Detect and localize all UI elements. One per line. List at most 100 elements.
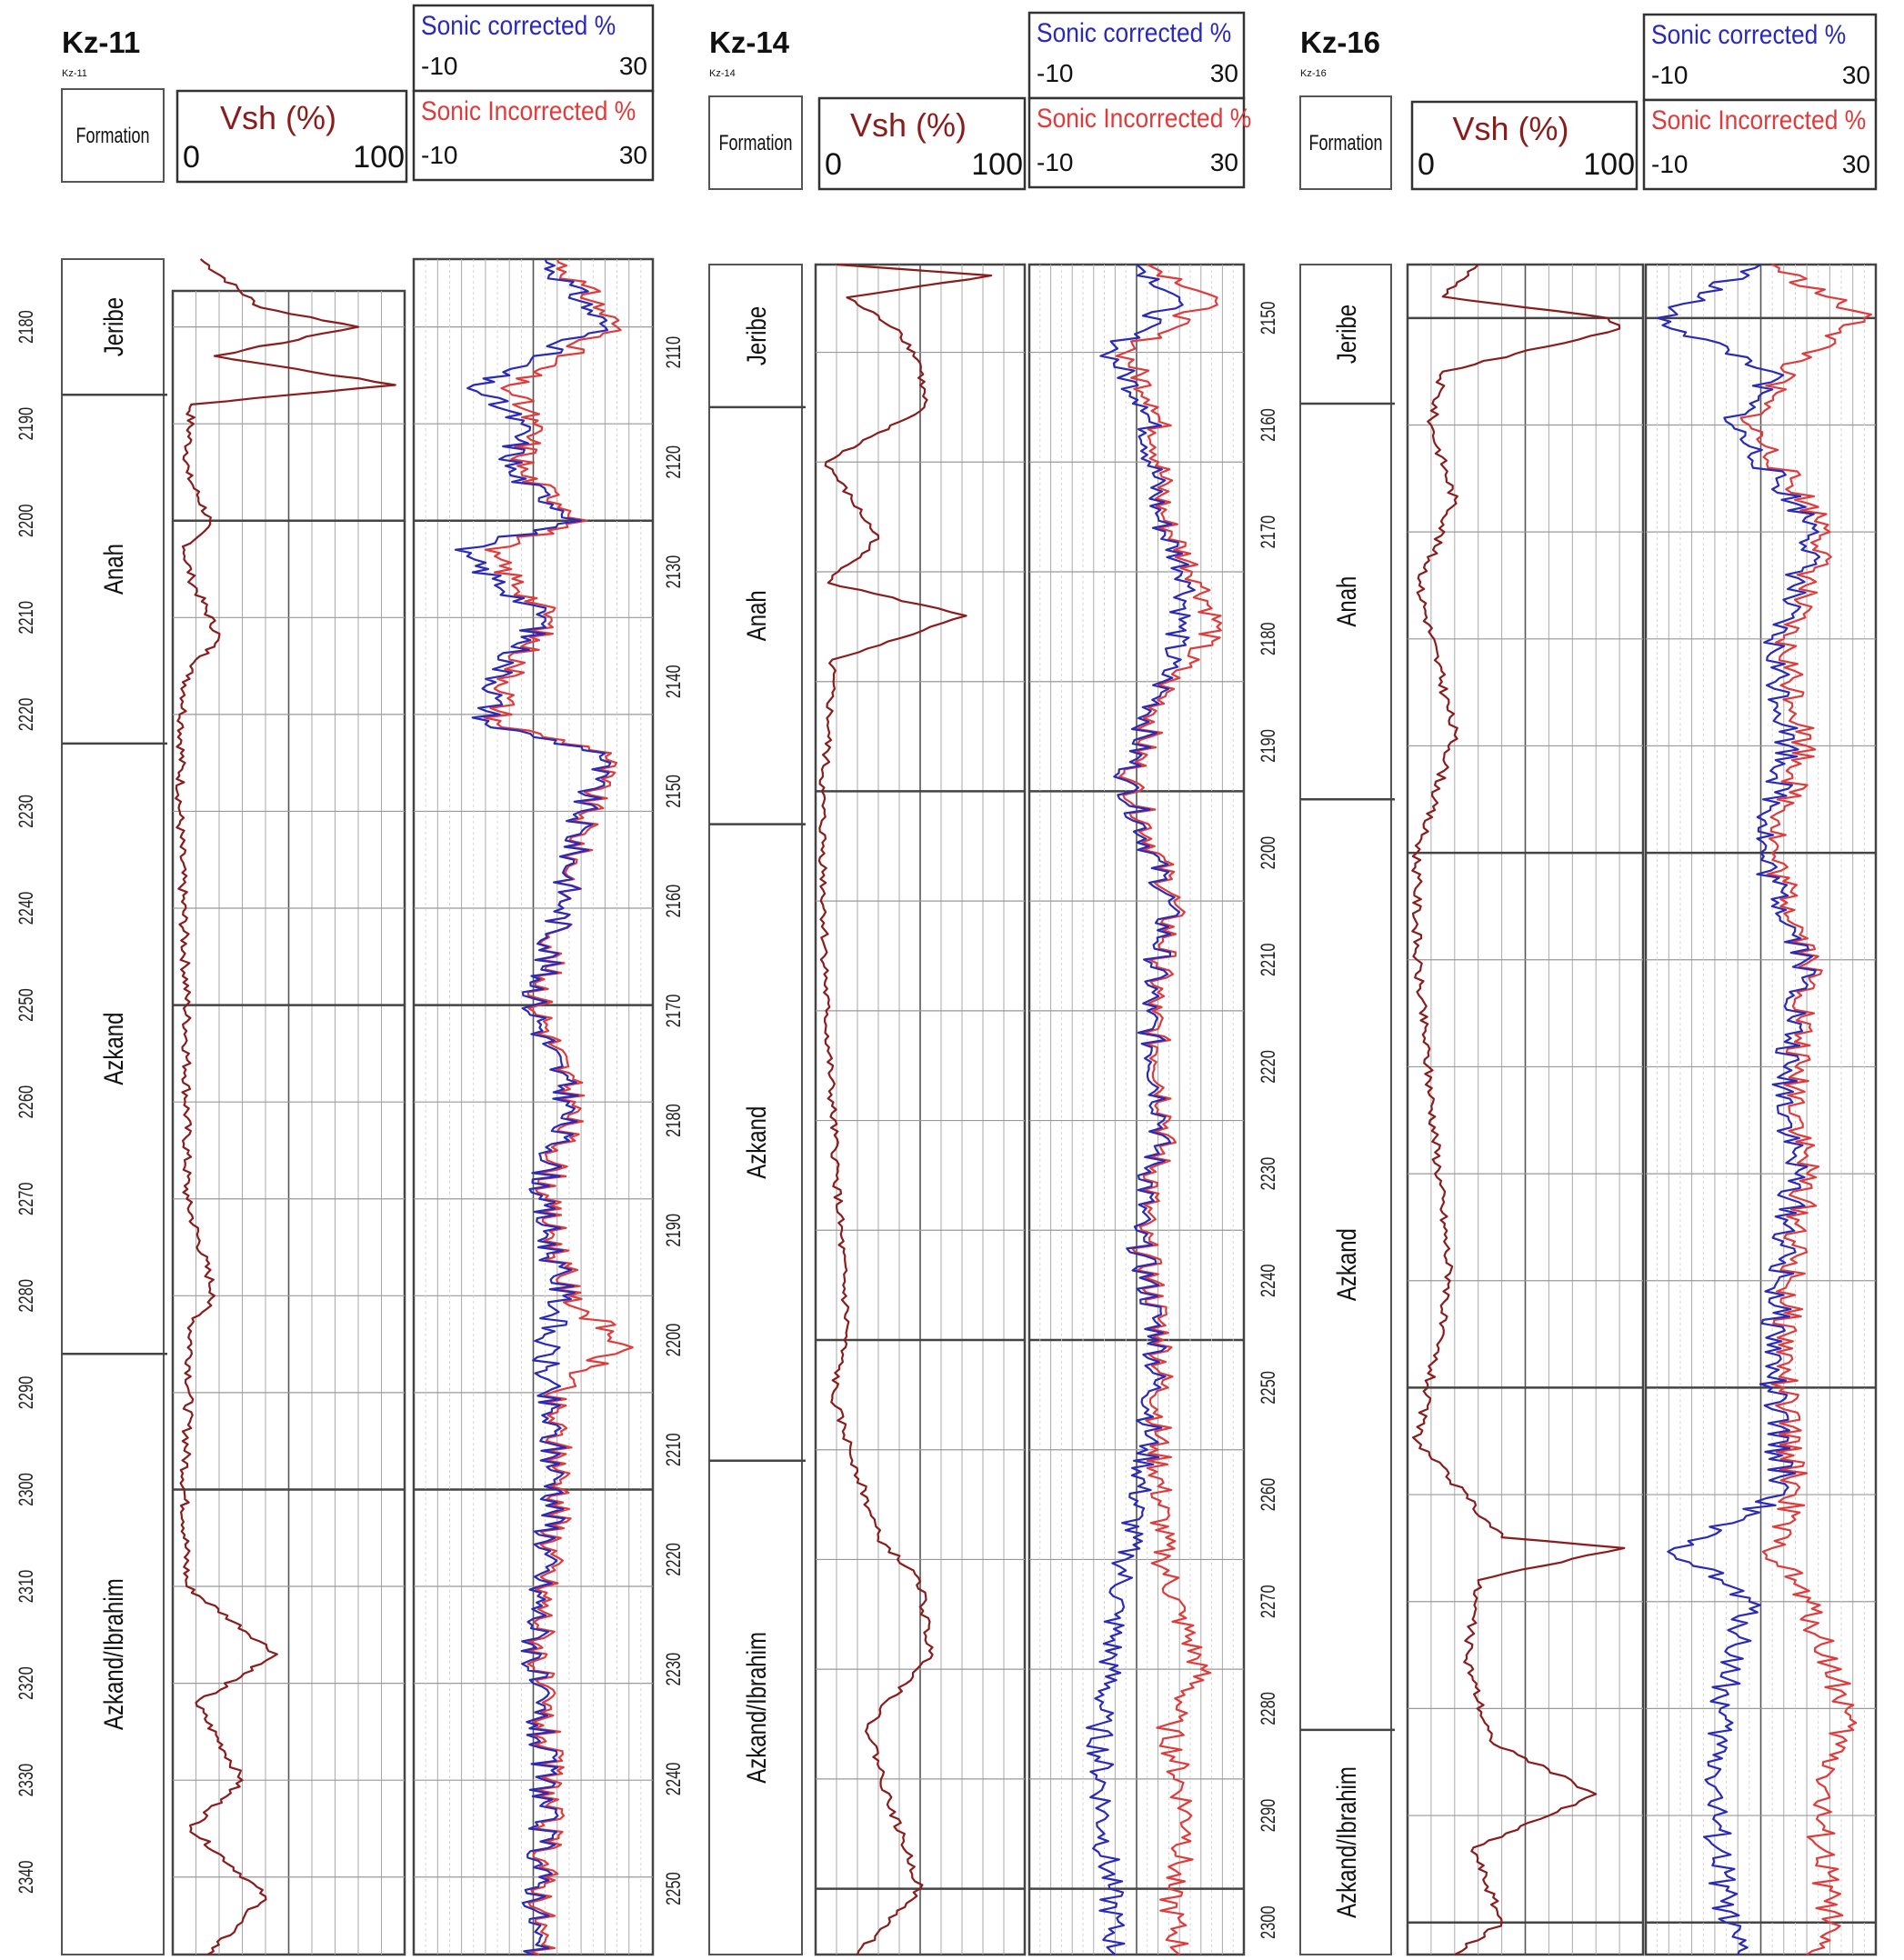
vsh-track (1406, 263, 1645, 1956)
depth-tick-label: 2210 (15, 601, 38, 635)
sonic-corrected-curve (454, 258, 612, 1956)
sonic-min-label: -10 (1037, 148, 1073, 176)
sonic-uncorrected-label: Sonic Incorrected % (421, 95, 636, 125)
depth-tick-label: 2160 (663, 885, 686, 918)
sonic-uncorrected-curve (1739, 264, 1872, 1955)
well-subtitle: Kz-11 (62, 68, 87, 79)
well-title: Kz-11 (62, 25, 140, 59)
formation-label: Azkand/Ibrahim (740, 1632, 771, 1784)
sonic-uncorrected-header-box (412, 89, 655, 182)
depth-tick-label: 2130 (663, 555, 686, 588)
depth-tick-label: 2120 (663, 445, 686, 479)
sonic-min-label: -10 (1651, 150, 1688, 178)
sonic-corrected-header-box (1027, 11, 1246, 100)
vsh-track-label: Vsh (%) (220, 99, 336, 136)
depth-tick-label: 2110 (663, 336, 686, 369)
formation-label: Azkand (97, 1013, 128, 1085)
vsh-min-label: 0 (183, 140, 200, 175)
vsh-header-box (1410, 100, 1638, 191)
depth-tick-label: 2200 (1258, 836, 1280, 870)
sonic-corrected-curve (1656, 264, 1821, 1955)
depth-tick-label: 2180 (663, 1104, 686, 1137)
depth-tick-label: 2270 (15, 1182, 38, 1215)
sonic-max-label: 30 (1842, 61, 1870, 89)
sonic-corrected-curve (1085, 264, 1196, 1955)
depth-tick-label: 2190 (663, 1214, 686, 1247)
sonic-corrected-label: Sonic corrected % (421, 9, 616, 40)
well-panel-1: Kz-14 Kz-14 Formation Vsh (%)0 100 Sonic corr… (663, 11, 1251, 1956)
formation-header-box (61, 88, 165, 183)
depth-tick-label: 2170 (663, 994, 686, 1027)
depth-tick-label: 2270 (1258, 1585, 1280, 1618)
vsh-track-label: Vsh (%) (1452, 110, 1568, 147)
well-panel-2: Kz-16 Kz-16 Formation Vsh (%) 0 100 Sonic corr… (1258, 13, 1878, 1956)
sonic-max-label: 30 (619, 141, 647, 169)
well-title: Kz-14 (709, 25, 790, 59)
depth-tick-label: 2180 (1258, 622, 1280, 655)
well-panel-0: Kz-11 Kz-11 Formation Vsh (%) 0 100 Sonic corr… (15, 4, 655, 1956)
sonic-corrected-header-box (412, 4, 655, 93)
vsh-track (171, 289, 406, 1956)
vsh-header-box (817, 96, 1027, 191)
formation-header-label: Formation (76, 125, 150, 148)
sonic-uncorrected-label: Sonic Incorrected % (1037, 102, 1251, 133)
depth-tick-label: 2290 (15, 1375, 38, 1409)
depth-tick-label: 2320 (15, 1666, 38, 1700)
formation-header-box (1299, 95, 1392, 190)
depth-tick-label: 2290 (1258, 1799, 1280, 1833)
sonic-uncorrected-label: Sonic Incorrected % (1651, 104, 1866, 135)
formation-label: Jeribe (740, 306, 771, 365)
vsh-curve (175, 258, 396, 1955)
vsh-max-label: 100 (971, 147, 1023, 182)
formation-header-label: Formation (1309, 132, 1383, 155)
sonic-uncorrected-header-box (1027, 96, 1246, 189)
sonic-uncorrected-curve (1115, 264, 1223, 1955)
depth-tick-label: 2310 (15, 1570, 38, 1604)
vsh-min-label: 0 (825, 147, 842, 182)
formation-label: Jeribe (1330, 305, 1361, 364)
sonic-uncorrected-header-box (1642, 98, 1878, 191)
depth-tick-label: 2210 (1258, 943, 1280, 976)
depth-tick-label: 2170 (1258, 515, 1280, 549)
depth-tick-label: 2260 (15, 1085, 38, 1119)
formation-label: Anah (740, 590, 771, 641)
formation-label: Azkand/Ibrahim (1330, 1766, 1361, 1918)
sonic-max-label: 30 (619, 52, 647, 80)
formation-header-box (708, 95, 803, 190)
depth-tick-label: 2230 (15, 795, 38, 828)
depth-tick-label: 2220 (663, 1543, 686, 1576)
sonic-max-label: 30 (1842, 150, 1870, 178)
sonic-min-label: -10 (1651, 61, 1688, 89)
depth-tick-label: 2250 (15, 988, 38, 1022)
formation-label: Azkand (1330, 1228, 1361, 1301)
depth-tick-label: 2230 (1258, 1157, 1280, 1191)
depth-tick-label: 2220 (1258, 1050, 1280, 1084)
well-subtitle: Kz-16 (1300, 68, 1327, 79)
vsh-max-label: 100 (1583, 147, 1635, 182)
depth-tick-label: 2160 (1258, 408, 1280, 442)
depth-tick-label: 2300 (15, 1473, 38, 1506)
formation-label: Azkand/Ibrahim (97, 1578, 128, 1730)
sonic-min-label: -10 (421, 52, 457, 80)
formation-column (1299, 264, 1392, 1955)
depth-tick-label: 2190 (15, 407, 38, 441)
formation-label: Anah (97, 544, 128, 595)
sonic-corrected-label: Sonic corrected % (1651, 18, 1846, 49)
sonic-min-label: -10 (421, 141, 457, 169)
sonic-track (1644, 263, 1878, 1956)
formation-header-label: Formation (719, 132, 793, 155)
vsh-track-label: Vsh (%) (850, 106, 967, 144)
depth-tick-label: 2280 (15, 1279, 38, 1313)
sonic-max-label: 30 (1210, 59, 1238, 87)
vsh-curve (817, 263, 993, 1955)
depth-tick-label: 2330 (15, 1764, 38, 1797)
formation-column (708, 264, 803, 1955)
vsh-max-label: 100 (353, 140, 405, 175)
formation-column (61, 258, 165, 1955)
depth-tick-label: 2340 (15, 1860, 38, 1894)
depth-tick-label: 2220 (15, 697, 38, 731)
depth-tick-label: 2240 (1258, 1264, 1280, 1297)
depth-tick-label: 2180 (15, 310, 38, 344)
sonic-corrected-label: Sonic corrected % (1037, 16, 1231, 47)
